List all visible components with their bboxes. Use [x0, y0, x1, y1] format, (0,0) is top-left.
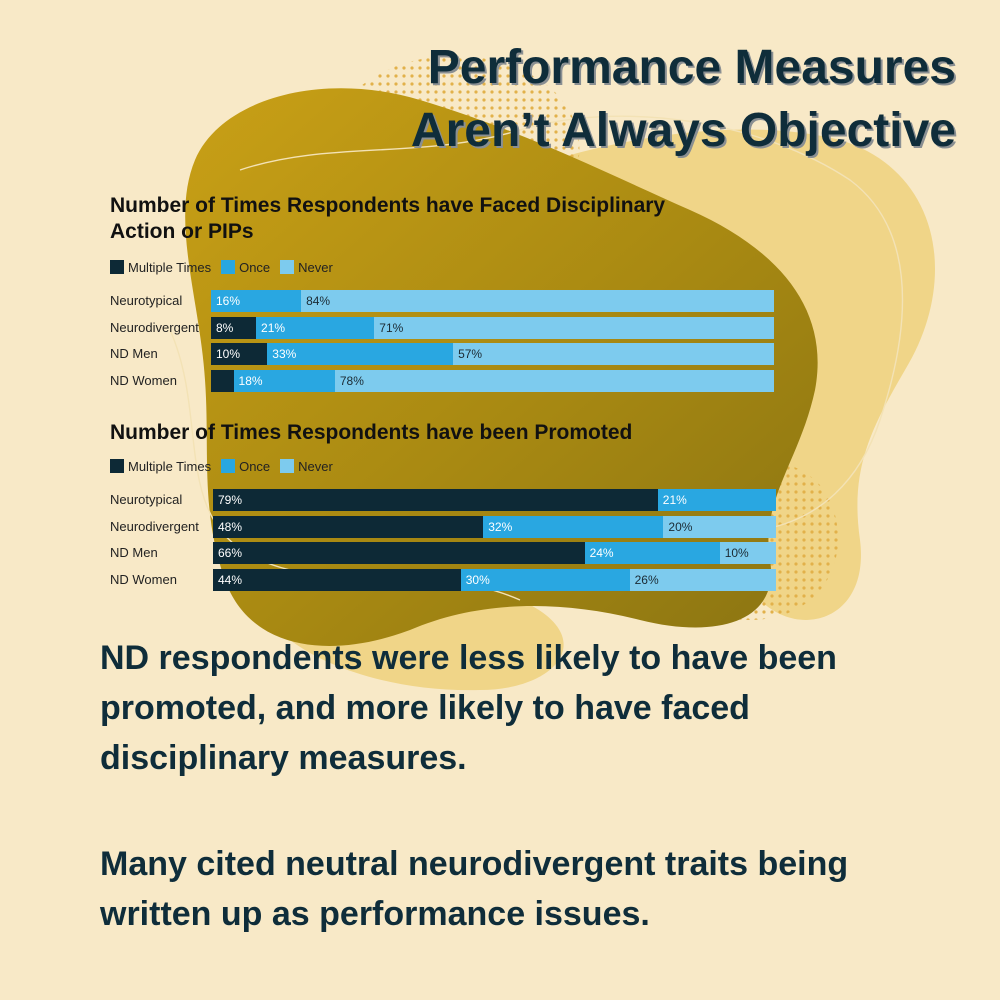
bar-segment — [211, 316, 257, 339]
data-label: 24% — [589, 546, 614, 560]
body-p2-line-1: Many cited neutral neurodivergent traits… — [100, 845, 849, 883]
category-label: Neurotypical — [110, 293, 183, 308]
legend-label-multiple: Multiple Times — [128, 259, 212, 275]
chart1-title-line-2: Action or PIPs — [110, 220, 254, 243]
chart2-title-line-1: Number of Times Respondents have been Pr… — [110, 421, 633, 444]
bar-segment — [267, 343, 454, 365]
legend-label-once: Once — [239, 458, 271, 474]
body-paragraph-1: ND respondents were less likely to have … — [100, 633, 940, 783]
title-line-2: Aren’t Always Objective — [410, 104, 956, 157]
data-label: 18% — [238, 373, 263, 388]
bar-segment — [663, 515, 776, 538]
bar-segment — [483, 515, 664, 538]
body-p1-line-3: disciplinary measures. — [100, 739, 467, 777]
category-label: Neurotypical — [110, 492, 183, 507]
bar-segment — [657, 489, 776, 511]
data-label: 78% — [339, 373, 364, 388]
bar-segment — [334, 369, 774, 392]
bar-segment — [453, 343, 774, 365]
bar-segment — [301, 290, 774, 312]
data-label: 8% — [216, 320, 234, 335]
chart2-legend-multiple: Multiple Times — [110, 459, 211, 474]
chart2-legend-once: Once — [221, 459, 270, 474]
chart1-title-line-1: Number of Times Respondents have Faced D… — [110, 194, 666, 217]
legend-swatch-never — [280, 459, 295, 473]
data-label: 30% — [465, 572, 490, 587]
chart2-legend: Multiple Times Once Never — [110, 457, 343, 475]
category-label: ND Women — [110, 372, 177, 388]
bar-segment — [213, 542, 585, 564]
data-label: 79% — [218, 493, 243, 507]
legend-swatch-multiple — [110, 260, 124, 274]
legend-label-once: Once — [239, 259, 271, 275]
outline-curve — [239, 115, 904, 531]
bar-segment — [584, 542, 720, 564]
data-label: 44% — [218, 572, 243, 587]
bar-segment — [213, 515, 484, 538]
legend-label-never: Never — [298, 458, 333, 474]
legend-swatch-never — [280, 260, 295, 274]
data-label: 71% — [379, 320, 404, 335]
body-p2-line-2: written up as performance issues. — [100, 895, 650, 933]
data-label: 48% — [218, 519, 243, 534]
data-label: 16% — [216, 294, 241, 308]
data-label: 33% — [272, 347, 297, 361]
category-label: Neurodivergent — [110, 518, 199, 534]
title-line-1: Performance Measures — [427, 41, 956, 94]
category-label: ND Men — [110, 545, 158, 560]
bar-segment — [256, 316, 375, 339]
legend-swatch-once — [221, 459, 236, 473]
data-label: 21% — [261, 320, 286, 335]
legend-swatch-once — [221, 260, 236, 274]
chart1-title: Number of Times Respondents have Faced D… — [110, 193, 750, 245]
data-label: 21% — [662, 493, 687, 507]
body-p1-line-1: ND respondents were less likely to have … — [100, 639, 837, 677]
data-label: 26% — [634, 572, 659, 587]
chart1-legend: Multiple Times Once Never — [110, 258, 343, 276]
body-paragraph-2: Many cited neutral neurodivergent traits… — [100, 839, 940, 939]
data-label: 57% — [458, 347, 483, 361]
bar-segment — [211, 290, 302, 312]
chart2-title: Number of Times Respondents have been Pr… — [110, 420, 750, 446]
bar-segment — [719, 542, 776, 564]
chart1-legend-multiple: Multiple Times — [110, 260, 211, 275]
bar-segment — [211, 343, 268, 365]
chart2-legend-never: Never — [280, 459, 333, 474]
chart1-legend-never: Never — [280, 260, 333, 275]
bar-segment — [211, 369, 234, 392]
bar-segment — [374, 316, 774, 339]
bar-segment — [629, 568, 776, 591]
category-label: Neurodivergent — [110, 319, 199, 335]
legend-swatch-multiple — [110, 459, 124, 473]
data-label: 10% — [724, 546, 749, 560]
bar-segment — [460, 568, 630, 591]
bar-segment — [233, 369, 335, 392]
data-label: 84% — [306, 294, 331, 308]
category-label: ND Women — [110, 571, 177, 587]
data-label: 20% — [668, 519, 693, 534]
body-p1-line-2: promoted, and more likely to have faced — [100, 689, 750, 727]
bar-segment — [213, 568, 461, 591]
data-label: 10% — [216, 347, 241, 361]
category-label: ND Men — [110, 346, 158, 361]
data-label: 32% — [488, 519, 513, 534]
chart1-legend-once: Once — [221, 260, 270, 275]
legend-label-multiple: Multiple Times — [128, 458, 212, 474]
data-label: 66% — [218, 546, 243, 560]
legend-label-never: Never — [298, 259, 333, 275]
bar-segment — [213, 489, 658, 511]
page-title: Performance Measures Aren’t Always Objec… — [316, 36, 956, 162]
